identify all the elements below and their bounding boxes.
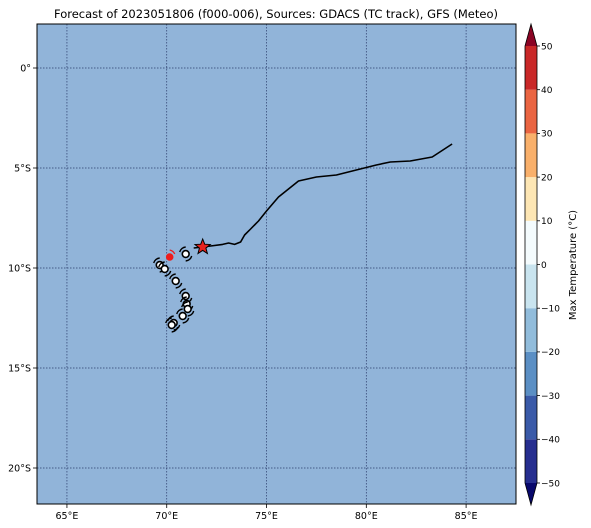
colorbar-bin xyxy=(525,351,537,396)
colorbar-bin xyxy=(525,395,537,440)
colorbar-bin xyxy=(525,177,537,221)
colorbar-bin xyxy=(525,264,537,309)
colorbar-tick-label: −10 xyxy=(541,305,560,315)
latitude-tick-label: 5°S xyxy=(14,164,31,175)
colorbar-bin-upper-extension xyxy=(525,24,537,46)
map-frame xyxy=(36,23,517,505)
colorbar-bin xyxy=(525,46,537,90)
colorbar-bin xyxy=(525,308,537,352)
colorbar-tick-label: 0 xyxy=(541,261,547,271)
cyclone-track-line xyxy=(193,143,453,249)
graticule-lines xyxy=(37,24,516,504)
latitude-tick-label: 0° xyxy=(20,64,31,75)
storm-symbol-icon xyxy=(169,273,183,289)
longitude-tick-label: 65°E xyxy=(56,511,79,522)
current-storm-symbol-icon xyxy=(165,249,176,261)
ocean-background xyxy=(37,24,516,504)
colorbar-tick-label: −30 xyxy=(541,392,560,402)
colorbar-bins xyxy=(525,24,537,505)
longitude-tick-label: 80°E xyxy=(355,511,378,522)
storm-symbol-icon xyxy=(181,301,195,317)
colorbar-tick-label: 20 xyxy=(541,173,553,183)
colorbar-bin-lower-extension xyxy=(525,483,537,505)
colorbar-tick-label: 30 xyxy=(541,130,553,140)
cyclone-track-layer xyxy=(153,143,453,333)
colorbar-tick-label: −20 xyxy=(541,348,560,358)
longitude-tick-label: 70°E xyxy=(155,511,178,522)
longitude-tick-label: 75°E xyxy=(255,511,278,522)
colorbar-tick-label: 10 xyxy=(541,217,553,227)
colorbar-bin xyxy=(525,439,537,483)
map-panel: 65°E 70°E 75°E 80°E 85°E 0° 5°S 10°S 15°S 20°S xyxy=(8,23,517,522)
latitude-tick-label: 20°S xyxy=(8,464,31,475)
colorbar-tick-label: 40 xyxy=(541,86,553,96)
storm-symbol-icon xyxy=(165,317,179,333)
temperature-colorbar: 50 40 30 20 10 0 −10 −20 −30 −40 −50 Max Temperatu… xyxy=(524,22,579,507)
colorbar-bin xyxy=(525,133,537,178)
colorbar-label: Max Temperature (°C) xyxy=(568,210,579,320)
colorbar-ticks: 50 40 30 20 10 0 −10 −20 −30 −40 −50 xyxy=(537,42,560,489)
colorbar-bin xyxy=(525,89,537,134)
latitude-tick-label: 10°S xyxy=(8,264,31,275)
longitude-tick-labels: 65°E 70°E 75°E 80°E 85°E xyxy=(56,504,478,522)
colorbar-tick-label: −50 xyxy=(541,479,560,489)
latitude-tick-label: 15°S xyxy=(8,364,31,375)
colorbar-tick-label: −40 xyxy=(541,436,560,446)
storm-symbol-icon xyxy=(158,261,172,277)
colorbar-tick-label: 50 xyxy=(541,42,553,52)
colorbar-bin xyxy=(525,220,537,265)
storm-symbol-icon xyxy=(179,246,193,262)
storm-symbol-icon xyxy=(176,308,190,324)
current-position-star-icon xyxy=(193,237,212,255)
longitude-tick-label: 85°E xyxy=(455,511,478,522)
figure-title: Forecast of 2023051806 (f000-006), Sourc… xyxy=(54,7,498,21)
latitude-tick-labels: 0° 5°S 10°S 15°S 20°S xyxy=(8,64,37,475)
